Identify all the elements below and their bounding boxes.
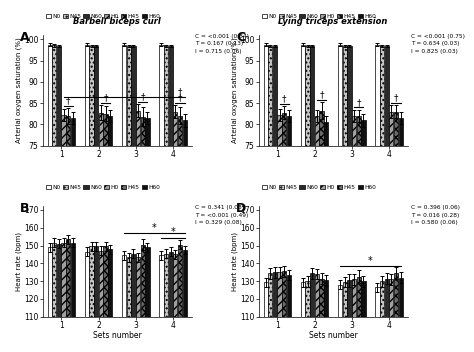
Bar	[164, 46, 168, 146]
Bar	[268, 273, 273, 317]
Bar	[169, 46, 173, 146]
Bar	[399, 118, 403, 146]
Bar	[122, 45, 126, 146]
Bar	[103, 246, 108, 317]
Bar	[399, 278, 403, 317]
Bar	[159, 45, 164, 146]
Bar	[85, 45, 89, 146]
Text: B: B	[20, 202, 30, 215]
Bar	[375, 288, 380, 317]
Legend: N0, N45, N60, H0, H45, H60: N0, N45, N60, H0, H45, H60	[262, 185, 376, 190]
Text: †: †	[66, 96, 71, 106]
Bar	[268, 46, 273, 146]
Bar	[384, 46, 389, 146]
Bar	[178, 245, 182, 317]
Legend: N0, N45, N60, H0, H45, H60: N0, N45, N60, H0, H45, H60	[46, 14, 160, 19]
X-axis label: Sets number: Sets number	[309, 331, 357, 340]
Bar	[282, 271, 286, 317]
Bar	[47, 247, 52, 317]
Bar	[394, 112, 398, 146]
Bar	[71, 118, 75, 146]
Bar	[159, 255, 164, 317]
Bar	[310, 46, 314, 146]
Bar	[324, 122, 328, 146]
Bar	[352, 279, 356, 317]
Text: †: †	[319, 90, 324, 100]
Bar	[108, 116, 112, 146]
Bar	[264, 45, 268, 146]
Bar	[347, 280, 352, 317]
Bar	[85, 252, 89, 317]
Bar	[136, 111, 140, 146]
Y-axis label: Heart rate (bpm): Heart rate (bpm)	[231, 232, 238, 291]
Bar	[94, 46, 98, 146]
Bar	[145, 118, 149, 146]
Text: †: †	[282, 94, 286, 103]
Bar	[380, 46, 384, 146]
X-axis label: Sets number: Sets number	[93, 331, 142, 340]
Bar	[315, 116, 319, 146]
Legend: N0, N45, N60, H0, H45, H60: N0, N45, N60, H0, H45, H60	[262, 14, 376, 19]
Bar	[169, 252, 173, 317]
Bar	[310, 273, 314, 317]
Bar	[343, 46, 347, 146]
Bar	[131, 46, 136, 146]
Bar	[127, 257, 131, 317]
Title: Barbell biceps curl: Barbell biceps curl	[73, 17, 161, 26]
Bar	[90, 46, 94, 146]
Title: Lying triceps extension: Lying triceps extension	[278, 17, 388, 26]
Bar	[384, 278, 389, 317]
Bar	[131, 253, 136, 317]
Bar	[99, 113, 103, 146]
Text: *: *	[368, 256, 373, 265]
Text: *: *	[152, 222, 157, 233]
Bar	[319, 278, 324, 317]
Bar	[122, 255, 126, 317]
Bar	[108, 249, 112, 317]
Bar	[347, 46, 352, 146]
Bar	[52, 45, 56, 146]
Bar	[136, 257, 140, 317]
Bar	[277, 115, 282, 146]
Text: †: †	[140, 93, 145, 102]
Bar	[301, 45, 305, 146]
Y-axis label: Heart rate (bpm): Heart rate (bpm)	[16, 232, 22, 291]
Bar	[305, 46, 310, 146]
Text: C = 0.341 (0.08)
T = <0.001 (0.49)
I = 0.329 (0.08): C = 0.341 (0.08) T = <0.001 (0.49) I = 0…	[195, 205, 248, 225]
Bar	[273, 272, 277, 317]
Bar	[394, 273, 398, 317]
Bar	[62, 243, 66, 317]
Bar	[66, 239, 71, 317]
Bar	[90, 246, 94, 317]
Text: D: D	[237, 202, 246, 215]
Bar	[375, 45, 380, 146]
Y-axis label: Arterial oxygen saturation (%): Arterial oxygen saturation (%)	[231, 38, 238, 143]
Bar	[127, 46, 131, 146]
Legend: N0, N45, N60, H0, H45, H60: N0, N45, N60, H0, H45, H60	[46, 185, 160, 190]
Bar	[356, 116, 361, 146]
Bar	[352, 116, 356, 146]
Bar	[264, 282, 268, 317]
Bar	[277, 272, 282, 317]
Text: C = <0.001 (0.75)
T = 0.634 (0.03)
I = 0.825 (0.03): C = <0.001 (0.75) T = 0.634 (0.03) I = 0…	[410, 34, 465, 54]
Bar	[57, 46, 61, 146]
Bar	[173, 112, 177, 146]
Y-axis label: Arterial oxygen saturation (%): Arterial oxygen saturation (%)	[16, 38, 22, 143]
Bar	[389, 112, 393, 146]
Text: *: *	[171, 227, 175, 237]
Bar	[380, 281, 384, 317]
Bar	[164, 253, 168, 317]
Bar	[301, 282, 305, 317]
Bar	[305, 281, 310, 317]
Bar	[52, 243, 56, 317]
Bar	[338, 45, 342, 146]
Text: A: A	[20, 31, 30, 44]
Bar	[182, 250, 187, 317]
Bar	[282, 113, 286, 146]
Bar	[71, 243, 75, 317]
Bar	[287, 116, 291, 146]
Bar	[315, 274, 319, 317]
Bar	[273, 46, 277, 146]
Bar	[287, 275, 291, 317]
Bar	[389, 279, 393, 317]
